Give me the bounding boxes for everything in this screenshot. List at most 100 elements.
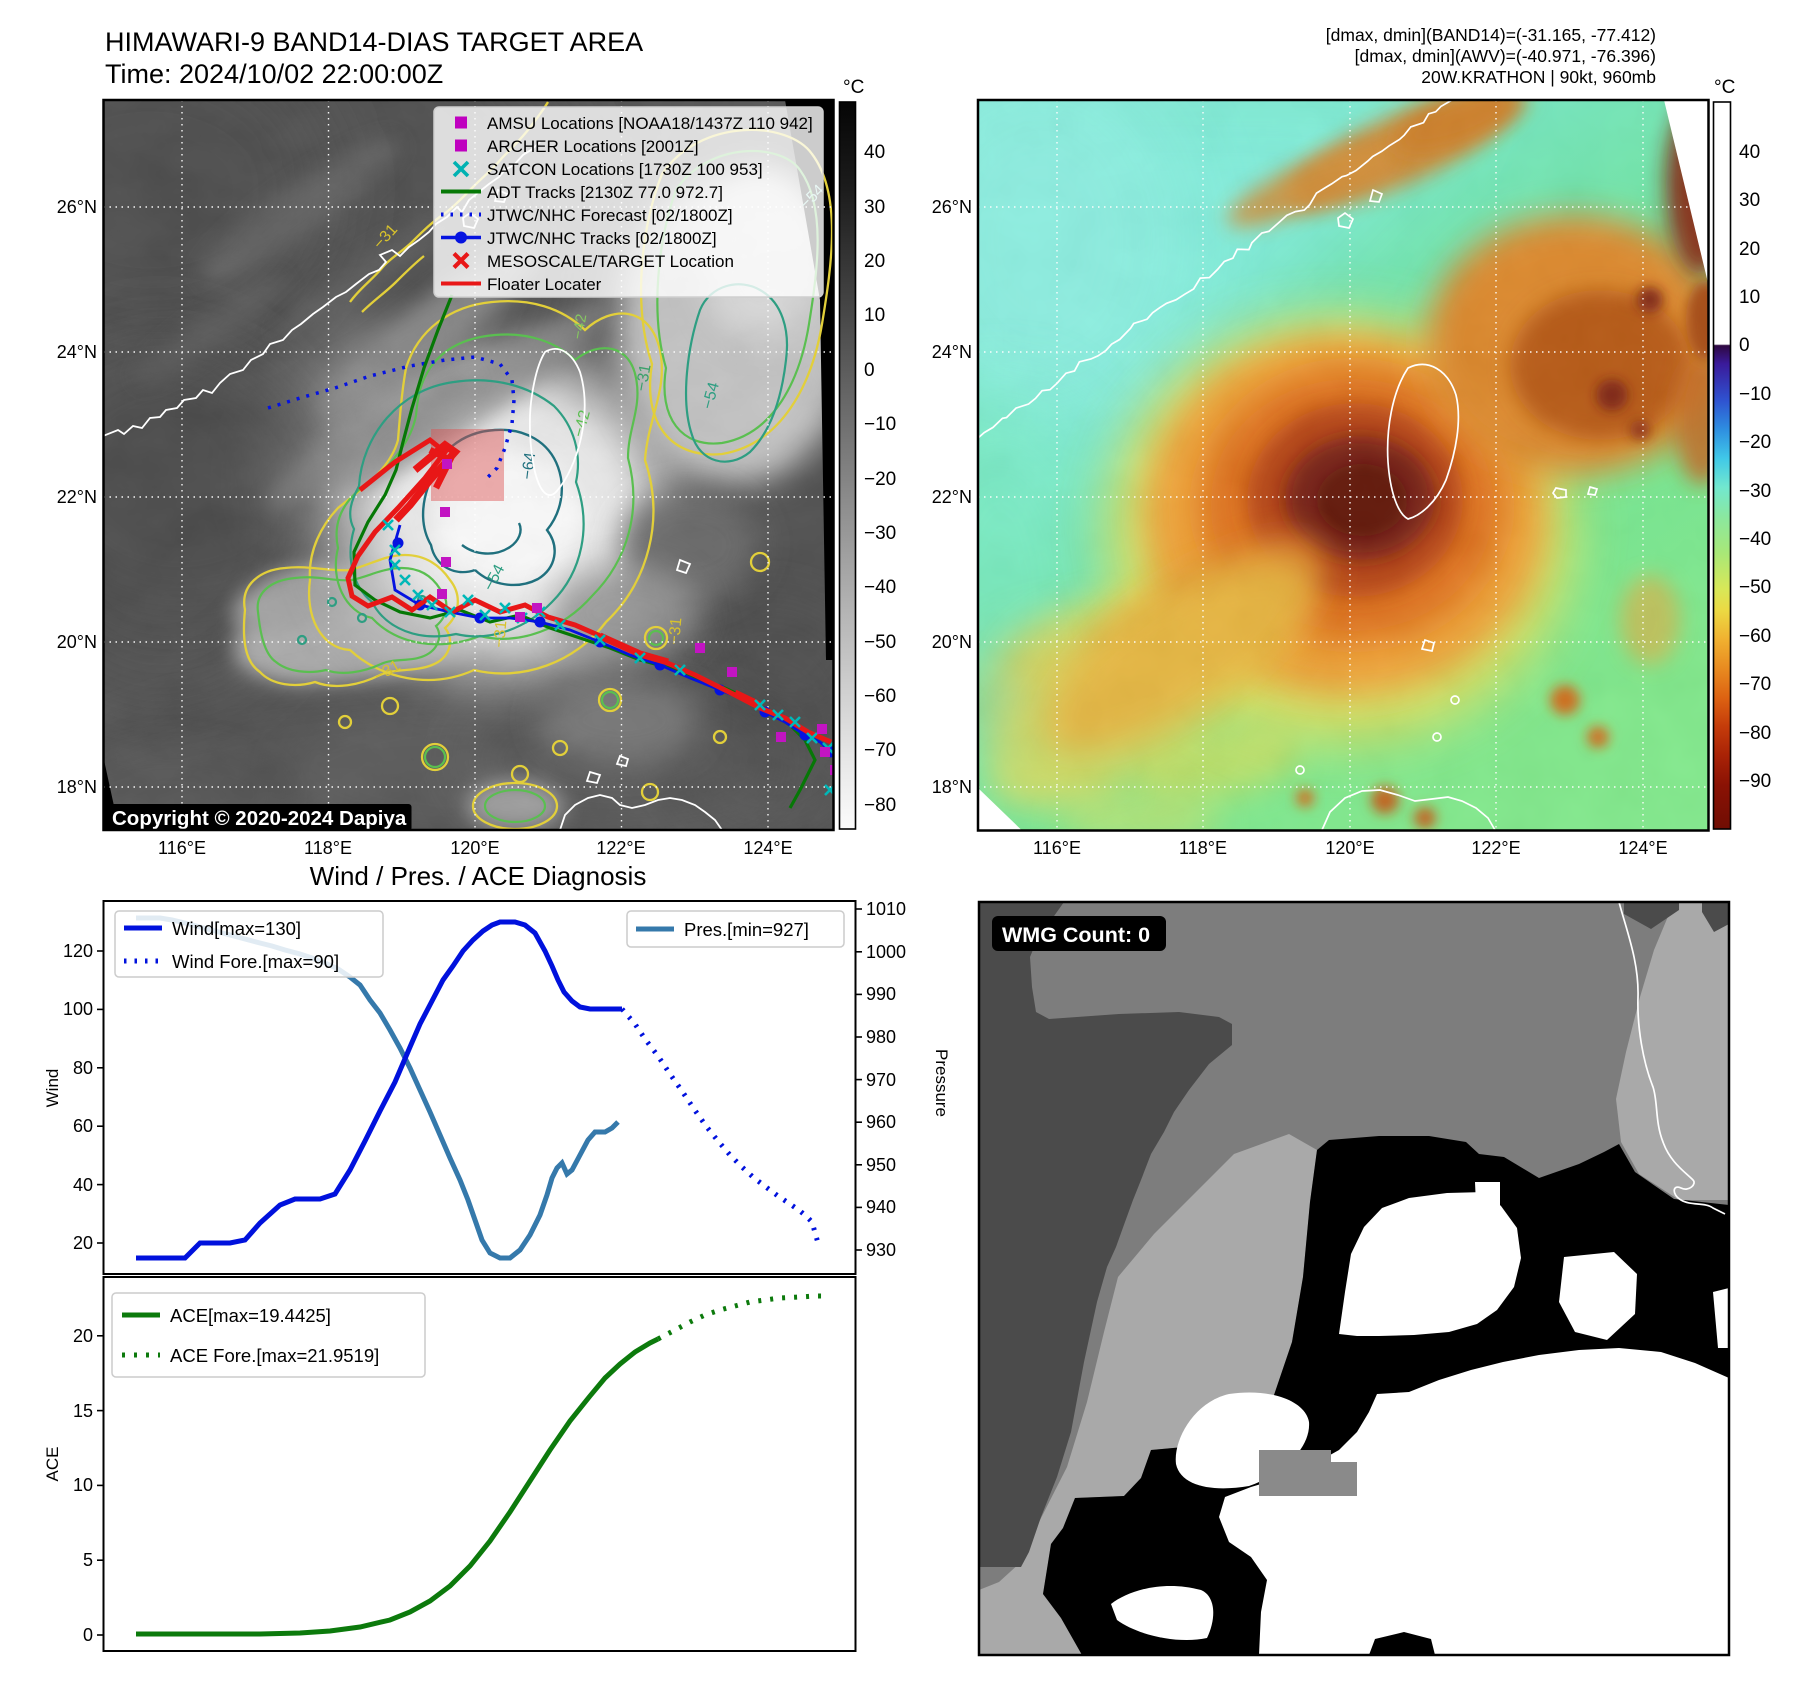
- svg-text:Wind: Wind: [43, 1069, 62, 1108]
- svg-text:−31: −31: [633, 363, 654, 393]
- svg-text:JTWC/NHC Tracks [02/1800Z]: JTWC/NHC Tracks [02/1800Z]: [487, 229, 717, 248]
- svg-text:18°N: 18°N: [57, 777, 97, 797]
- svg-text:ACE Fore.[max=21.9519]: ACE Fore.[max=21.9519]: [170, 1345, 379, 1366]
- svg-text:°C: °C: [843, 77, 864, 98]
- svg-text:−40: −40: [1739, 529, 1771, 550]
- svg-text:60: 60: [73, 1116, 93, 1136]
- svg-text:0: 0: [1739, 335, 1750, 356]
- svg-text:26°N: 26°N: [57, 197, 97, 217]
- svg-text:100: 100: [63, 999, 93, 1019]
- svg-text:−90: −90: [1739, 771, 1771, 792]
- svg-text:120°E: 120°E: [450, 838, 499, 858]
- svg-text:Floater Locater: Floater Locater: [487, 275, 602, 294]
- svg-text:−31: −31: [666, 617, 685, 646]
- svg-text:−20: −20: [864, 469, 896, 490]
- svg-text:24°N: 24°N: [57, 342, 97, 362]
- svg-text:30: 30: [1739, 190, 1760, 211]
- svg-text:Time: 2024/10/02 22:00:00Z: Time: 2024/10/02 22:00:00Z: [105, 59, 443, 89]
- svg-text:930: 930: [866, 1240, 896, 1260]
- svg-text:Pres.[min=927]: Pres.[min=927]: [684, 919, 809, 940]
- svg-text:124°E: 124°E: [1618, 838, 1667, 858]
- svg-text:122°E: 122°E: [1471, 838, 1520, 858]
- svg-text:10: 10: [73, 1475, 93, 1495]
- svg-text:18°N: 18°N: [932, 777, 972, 797]
- svg-text:SATCON Locations [1730Z 100 95: SATCON Locations [1730Z 100 953]: [487, 160, 763, 179]
- svg-text:120: 120: [63, 941, 93, 961]
- svg-text:−50: −50: [864, 632, 896, 653]
- svg-text:WMG Count: 0: WMG Count: 0: [1002, 923, 1150, 947]
- svg-text:−80: −80: [1739, 723, 1771, 744]
- svg-text:40: 40: [1739, 142, 1760, 163]
- svg-text:−10: −10: [864, 414, 896, 435]
- svg-text:AMSU Locations [NOAA18/1437Z 1: AMSU Locations [NOAA18/1437Z 110 942]: [487, 114, 813, 133]
- svg-text:118°E: 118°E: [1179, 838, 1227, 858]
- svg-text:30: 30: [864, 197, 885, 218]
- svg-text:ARCHER Locations [2001Z]: ARCHER Locations [2001Z]: [487, 137, 699, 156]
- svg-text:−80: −80: [864, 795, 896, 816]
- svg-text:980: 980: [866, 1027, 896, 1047]
- svg-text:10: 10: [1739, 287, 1760, 308]
- svg-text:−42: −42: [569, 313, 590, 341]
- svg-text:118°E: 118°E: [304, 838, 352, 858]
- svg-text:22°N: 22°N: [57, 487, 97, 507]
- svg-text:122°E: 122°E: [596, 838, 645, 858]
- svg-text:−64: −64: [519, 451, 539, 480]
- svg-text:−10: −10: [1739, 384, 1771, 405]
- svg-text:970: 970: [866, 1070, 896, 1090]
- svg-text:°C: °C: [1714, 77, 1735, 98]
- svg-text:−20: −20: [1739, 432, 1771, 453]
- svg-text:Wind / Pres. / ACE Diagnosis: Wind / Pres. / ACE Diagnosis: [310, 861, 647, 891]
- svg-text:JTWC/NHC Forecast [02/1800Z]: JTWC/NHC Forecast [02/1800Z]: [487, 206, 733, 225]
- svg-text:−40: −40: [864, 577, 896, 598]
- svg-text:−70: −70: [1739, 674, 1771, 695]
- svg-text:20°N: 20°N: [57, 632, 97, 652]
- svg-text:MESOSCALE/TARGET Location: MESOSCALE/TARGET Location: [487, 252, 734, 271]
- svg-text:124°E: 124°E: [743, 838, 792, 858]
- svg-text:40: 40: [864, 142, 885, 163]
- svg-text:−31: −31: [491, 620, 510, 649]
- svg-text:26°N: 26°N: [932, 197, 972, 217]
- svg-text:950: 950: [866, 1155, 896, 1175]
- svg-text:−70: −70: [864, 740, 896, 761]
- svg-text:[dmax, dmin](AWV)=(-40.971, -7: [dmax, dmin](AWV)=(-40.971, -76.396): [1355, 46, 1656, 66]
- svg-text:0: 0: [864, 360, 875, 381]
- svg-text:−54: −54: [699, 380, 722, 411]
- svg-text:−42: −42: [570, 408, 593, 439]
- svg-text:24°N: 24°N: [932, 342, 972, 362]
- svg-text:20: 20: [864, 251, 885, 272]
- svg-text:20°N: 20°N: [932, 632, 972, 652]
- svg-text:−60: −60: [1739, 626, 1771, 647]
- svg-text:HIMAWARI-9 BAND14-DIAS TARGET: HIMAWARI-9 BAND14-DIAS TARGET AREA: [105, 27, 643, 57]
- svg-text:Pressure: Pressure: [932, 1049, 951, 1117]
- svg-text:ACE[max=19.4425]: ACE[max=19.4425]: [170, 1305, 331, 1326]
- svg-text:1000: 1000: [866, 942, 906, 962]
- svg-text:−50: −50: [1739, 577, 1771, 598]
- svg-text:960: 960: [866, 1112, 896, 1132]
- svg-text:1010: 1010: [866, 899, 906, 919]
- svg-text:ADT Tracks [2130Z 77.0 972.7]: ADT Tracks [2130Z 77.0 972.7]: [487, 183, 723, 202]
- svg-text:−30: −30: [1739, 481, 1771, 502]
- svg-text:20: 20: [73, 1233, 93, 1253]
- svg-text:Copyright © 2020-2024 Dapiya: Copyright © 2020-2024 Dapiya: [112, 807, 407, 830]
- svg-text:15: 15: [73, 1401, 93, 1421]
- svg-text:20: 20: [73, 1326, 93, 1346]
- svg-text:0: 0: [83, 1625, 93, 1645]
- svg-text:120°E: 120°E: [1325, 838, 1374, 858]
- svg-text:[dmax, dmin](BAND14)=(-31.165,: [dmax, dmin](BAND14)=(-31.165, -77.412): [1326, 25, 1656, 45]
- svg-text:−30: −30: [864, 523, 896, 544]
- svg-text:20W.KRATHON | 90kt, 960mb: 20W.KRATHON | 90kt, 960mb: [1421, 67, 1656, 87]
- svg-text:940: 940: [866, 1197, 896, 1217]
- svg-text:10: 10: [864, 305, 885, 326]
- svg-text:−60: −60: [864, 686, 896, 707]
- svg-text:Wind[max=130]: Wind[max=130]: [172, 918, 301, 939]
- svg-text:990: 990: [866, 984, 896, 1004]
- svg-text:22°N: 22°N: [932, 487, 972, 507]
- svg-text:20: 20: [1739, 239, 1760, 260]
- svg-text:116°E: 116°E: [1033, 838, 1081, 858]
- svg-text:80: 80: [73, 1058, 93, 1078]
- svg-text:Wind Fore.[max=90]: Wind Fore.[max=90]: [172, 951, 339, 972]
- svg-text:40: 40: [73, 1175, 93, 1195]
- svg-text:116°E: 116°E: [158, 838, 206, 858]
- svg-text:5: 5: [83, 1550, 93, 1570]
- svg-text:ACE: ACE: [43, 1447, 62, 1482]
